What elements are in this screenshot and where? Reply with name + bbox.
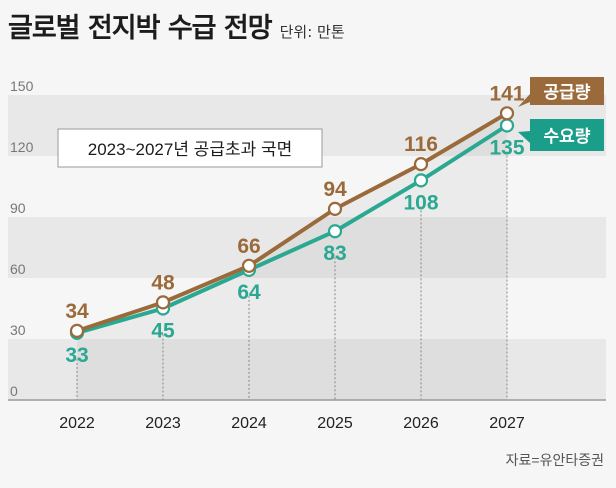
demand-marker	[499, 118, 515, 133]
legend-demand: 수요량	[518, 119, 604, 151]
demand-value-label: 135	[489, 137, 524, 160]
unit-label: 단위: 만톤	[279, 23, 345, 41]
demand-value-label: 83	[323, 242, 346, 265]
y-tick-label: 120	[10, 139, 34, 155]
legend-supply-label: 공급량	[544, 83, 591, 103]
x-tick-label: 2023	[145, 415, 181, 432]
x-tick-label: 2022	[59, 415, 95, 432]
supply-value-label: 66	[237, 235, 260, 258]
source-note: 자료=유안타증권	[505, 452, 604, 468]
x-tick-label: 2025	[317, 415, 353, 432]
title-block: 글로벌 전지박 수급 전망 단위: 만톤	[8, 6, 345, 45]
annotation-box: 2023~2027년 공급초과 국면	[57, 128, 323, 168]
supply-area	[77, 113, 507, 401]
y-tick-label: 150	[10, 78, 34, 94]
supply-value-label: 34	[65, 300, 89, 323]
series-markers	[69, 106, 515, 340]
demand-legend-bg	[530, 119, 604, 151]
demand-value-label: 45	[151, 320, 175, 343]
supply-area-fill	[77, 113, 507, 401]
demand-line	[76, 123, 509, 335]
supply-value-label: 94	[323, 178, 347, 201]
value-labels: 34 48 66 94 116 141 33 45 64 83 108 135	[65, 82, 525, 367]
demand-value-label: 33	[65, 344, 88, 367]
supply-marker	[327, 201, 343, 216]
vertical-guides	[76, 151, 508, 400]
legend-demand-label: 수요량	[544, 127, 591, 147]
x-tick-label: 2027	[489, 415, 525, 432]
supply-marker	[413, 157, 429, 172]
supply-marker	[241, 258, 257, 273]
supply-marker	[155, 295, 171, 310]
supply-marker	[499, 106, 515, 121]
supply-value-label: 116	[404, 133, 438, 156]
supply-marker	[69, 323, 85, 338]
demand-legend-pointer	[518, 131, 530, 143]
supply-line	[76, 111, 509, 333]
y-axis-labels: 0 30 60 90 120 150	[10, 78, 34, 399]
series-lines	[76, 111, 509, 335]
legend-supply: 공급량	[518, 77, 604, 107]
demand-value-label: 64	[237, 281, 261, 304]
supply-legend-pointer	[518, 94, 530, 107]
y-tick-label: 60	[10, 261, 26, 277]
supply-legend-bg	[530, 77, 604, 105]
demand-marker	[327, 224, 343, 239]
y-tick-label: 30	[10, 322, 26, 338]
x-axis-labels: 2022 2023 2024 2025 2026 2027	[59, 415, 525, 432]
y-tick-label: 90	[10, 200, 26, 216]
grid-band	[8, 339, 606, 400]
supply-value-label: 48	[151, 271, 175, 294]
chart-title: 글로벌 전지박 수급 전망	[8, 13, 273, 44]
x-tick-label: 2024	[231, 415, 267, 432]
annotation-text: 2023~2027년 공급초과 국면	[88, 140, 293, 159]
x-tick-label: 2026	[403, 415, 439, 432]
demand-marker	[413, 173, 429, 188]
supply-value-label: 141	[489, 82, 524, 105]
demand-value-label: 108	[403, 191, 438, 214]
y-tick-label: 0	[10, 383, 18, 399]
